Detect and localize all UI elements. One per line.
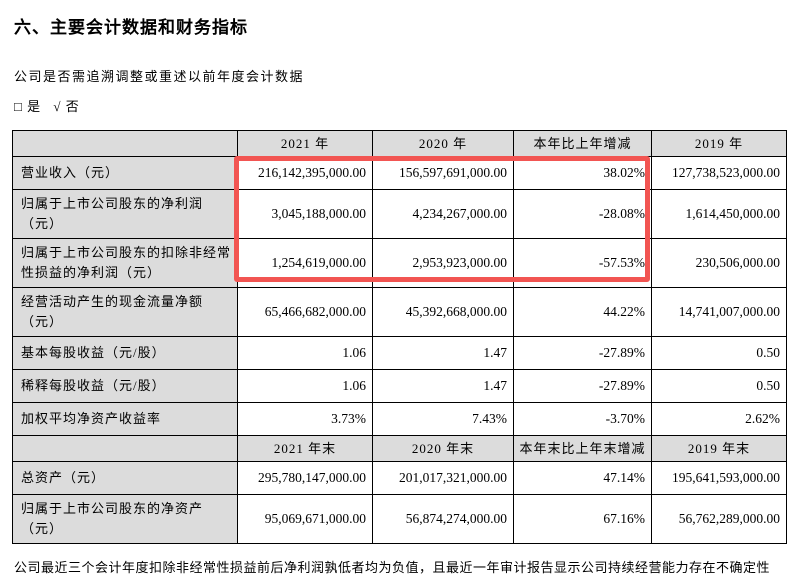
cell-value: 2,953,923,000.00	[372, 238, 514, 288]
cell-value: 2.62%	[651, 402, 787, 436]
cell-value: 195,641,593,000.00	[651, 461, 787, 495]
column-header	[12, 435, 238, 462]
cell-value: 3.73%	[237, 402, 373, 436]
row-label: 基本每股收益（元/股）	[12, 336, 238, 370]
table-header-row: 2021 年末 2020 年末 本年末比上年末增减 2019 年末	[12, 435, 787, 462]
cell-value: 44.22%	[513, 287, 652, 337]
cell-value: 7.43%	[372, 402, 514, 436]
table-row: 归属于上市公司股东的净资产（元） 95,069,671,000.00 56,874,…	[12, 494, 787, 544]
cell-value: 1,254,619,000.00	[237, 238, 373, 288]
table-row: 基本每股收益（元/股） 1.06 1.47 -27.89% 0.50	[12, 336, 787, 370]
table-row: 经营活动产生的现金流量净额（元） 65,466,682,000.00 45,392,…	[12, 287, 787, 337]
cell-value: 0.50	[651, 336, 787, 370]
row-label: 归属于上市公司股东的净资产（元）	[12, 494, 238, 544]
cell-value: 1,614,450,000.00	[651, 189, 787, 239]
table-header-row: 2021 年 2020 年本年比上年增减 2019 年	[12, 130, 787, 157]
column-header: 本年比上年增减	[513, 130, 652, 157]
going-concern-footnote: 公司最近三个会计年度扣除非经常性损益前后净利润孰低者均为负值，且最近一年审计报告…	[14, 560, 771, 575]
cell-value: 45,392,668,000.00	[372, 287, 514, 337]
checkbox-option-no: √ 否	[53, 99, 80, 114]
row-label: 归属于上市公司股东的净利润（元）	[12, 189, 238, 239]
cell-value: 38.02%	[513, 156, 652, 190]
row-label: 经营活动产生的现金流量净额（元）	[12, 287, 238, 337]
report-page: 六、主要会计数据和财务指标 公司是否需追溯调整或重述以前年度会计数据 □ 是 √…	[0, 13, 794, 580]
cell-value: 14,741,007,000.00	[651, 287, 787, 337]
cell-value: 1.47	[372, 336, 514, 370]
row-label: 归属于上市公司股东的扣除非经常性损益的净利润（元）	[12, 238, 238, 288]
cell-value: 230,506,000.00	[651, 238, 787, 288]
column-header	[12, 130, 238, 157]
cell-value: 65,466,682,000.00	[237, 287, 373, 337]
cell-value: 1.06	[237, 369, 373, 403]
table-row: 营业收入（元） 216,142,395,000.00 156,597,691,000…	[12, 156, 787, 190]
column-header: 2021 年末	[237, 435, 373, 462]
column-header: 2020 年	[372, 130, 514, 157]
table-row: 稀释每股收益（元/股） 1.06 1.47 -27.89% 0.50	[12, 369, 787, 403]
column-header: 2020 年末	[372, 435, 514, 462]
cell-value: 95,069,671,000.00	[237, 494, 373, 544]
table-row: 总资产（元） 295,780,147,000.00 201,017,321,000.…	[12, 461, 787, 495]
row-label: 营业收入（元）	[12, 156, 238, 190]
financial-table-body: 2021 年 2020 年本年比上年增减 2019 年营业收入（元） 216,142,…	[12, 130, 787, 544]
column-header: 本年末比上年末增减	[513, 435, 652, 462]
cell-value: 295,780,147,000.00	[237, 461, 373, 495]
cell-value: -28.08%	[513, 189, 652, 239]
checkbox-option-yes: □ 是	[14, 99, 42, 114]
cell-value: 3,045,188,000.00	[237, 189, 373, 239]
cell-value: -27.89%	[513, 336, 652, 370]
cell-value: 127,738,523,000.00	[651, 156, 787, 190]
table-row: 归属于上市公司股东的净利润（元） 3,045,188,000.00 4,234,26…	[12, 189, 787, 239]
cell-value: 56,874,274,000.00	[372, 494, 514, 544]
yes-no-options: □ 是 √ 否	[14, 96, 794, 115]
column-header: 2021 年	[237, 130, 373, 157]
cell-value: 56,762,289,000.00	[651, 494, 787, 544]
financial-indicators-table: 2021 年 2020 年本年比上年增减 2019 年营业收入（元） 216,142,…	[12, 130, 787, 544]
row-label: 总资产（元）	[12, 461, 238, 495]
cell-value: 156,597,691,000.00	[372, 156, 514, 190]
column-header: 2019 年	[651, 130, 787, 157]
table-row: 归属于上市公司股东的扣除非经常性损益的净利润（元） 1,254,619,000.0…	[12, 238, 787, 288]
cell-value: -3.70%	[513, 402, 652, 436]
cell-value: 67.16%	[513, 494, 652, 544]
cell-value: 0.50	[651, 369, 787, 403]
cell-value: 201,017,321,000.00	[372, 461, 514, 495]
section-title: 六、主要会计数据和财务指标	[14, 18, 248, 37]
cell-value: 216,142,395,000.00	[237, 156, 373, 190]
cell-value: 1.47	[372, 369, 514, 403]
cell-value: 47.14%	[513, 461, 652, 495]
cell-value: 1.06	[237, 336, 373, 370]
cell-value: -57.53%	[513, 238, 652, 288]
cell-value: -27.89%	[513, 369, 652, 403]
cell-value: 4,234,267,000.00	[372, 189, 514, 239]
row-label: 加权平均净资产收益率	[12, 402, 238, 436]
column-header: 2019 年末	[651, 435, 787, 462]
row-label: 稀释每股收益（元/股）	[12, 369, 238, 403]
restatement-question: 公司是否需追溯调整或重述以前年度会计数据	[14, 69, 305, 84]
table-row: 加权平均净资产收益率 3.73% 7.43% -3.70% 2.62%	[12, 402, 787, 436]
